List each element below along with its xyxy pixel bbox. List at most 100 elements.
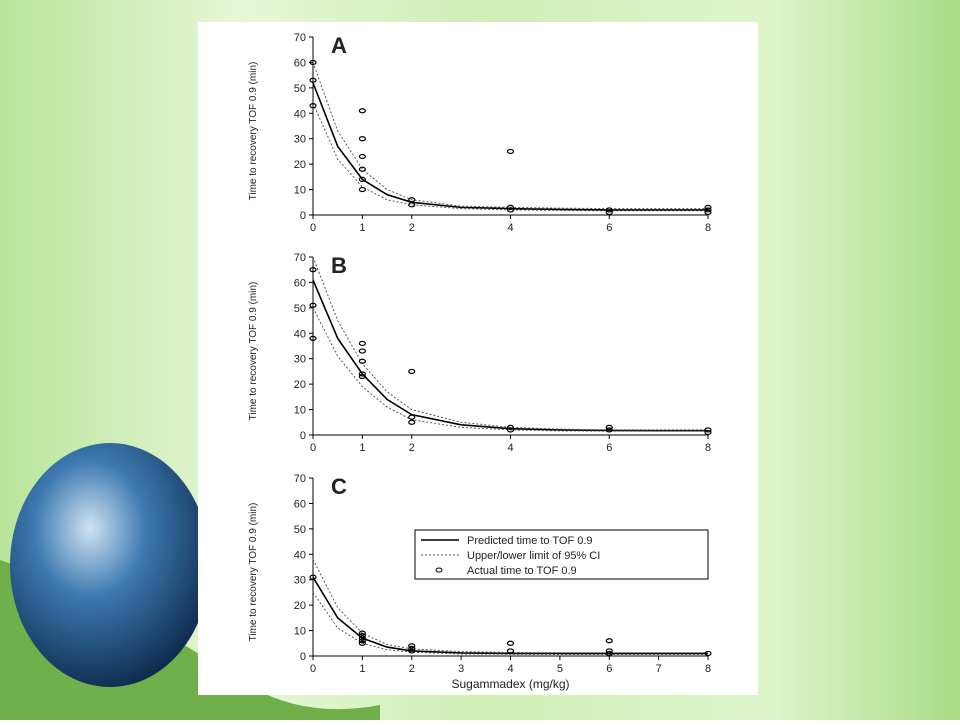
x-tick-label: 0 [310, 222, 316, 234]
y-tick-label: 60 [294, 277, 306, 289]
curve [312, 592, 708, 655]
data-point [408, 197, 416, 203]
y-tick-label: 60 [294, 57, 306, 69]
legend-marker [435, 567, 443, 573]
data-point [605, 650, 613, 657]
data-point [408, 648, 416, 654]
data-point [358, 371, 366, 377]
x-tick-label: 6 [606, 222, 612, 234]
data-point [408, 419, 416, 425]
data-point [358, 373, 366, 380]
y-tick-label: 0 [300, 430, 306, 442]
data-point [506, 148, 515, 155]
data-point [605, 424, 613, 430]
y-tick-label: 40 [294, 328, 306, 340]
data-point [506, 427, 515, 433]
y-tick-label: 20 [294, 379, 306, 391]
x-tick-label: 1 [359, 442, 365, 454]
x-tick-label: 0 [310, 442, 316, 454]
y-tick-label: 10 [294, 185, 306, 197]
legend-label: Upper/lower limit of 95% CI [467, 550, 600, 562]
data-point [358, 153, 366, 160]
y-tick-label: 10 [294, 626, 306, 638]
data-point [506, 207, 515, 213]
data-point [358, 638, 366, 644]
y-tick-label: 50 [294, 83, 306, 95]
figure-panel [198, 22, 758, 695]
data-point [605, 638, 613, 644]
x-tick-label: 6 [606, 442, 612, 454]
data-point [704, 650, 712, 657]
y-tick-label: 0 [300, 651, 306, 663]
y-axis-label: Time to recovery TOF 0.9 (min) [248, 282, 259, 421]
data-point [605, 427, 613, 433]
data-point [309, 267, 317, 273]
curve [312, 82, 708, 211]
legend-label: Predicted time to TOF 0.9 [467, 535, 593, 547]
x-tick-label: 0 [310, 663, 316, 675]
x-tick-label: 2 [409, 222, 415, 234]
y-tick-label: 20 [294, 600, 306, 612]
curve [312, 559, 708, 654]
data-point [358, 635, 366, 641]
data-point [506, 648, 515, 654]
data-point [358, 348, 366, 354]
x-tick-label: 4 [507, 663, 513, 675]
data-point [605, 207, 613, 213]
x-tick-label: 7 [656, 663, 662, 675]
y-axis-label: Time to recovery TOF 0.9 (min) [248, 503, 259, 642]
curve [312, 307, 708, 432]
y-tick-label: 70 [294, 32, 306, 44]
data-point [704, 427, 712, 433]
data-point [358, 358, 366, 364]
x-tick-label: 1 [359, 222, 365, 234]
data-point [506, 204, 515, 210]
data-point [358, 186, 366, 193]
y-tick-label: 70 [294, 252, 306, 264]
data-point [309, 335, 317, 341]
curve [312, 576, 708, 655]
x-tick-label: 5 [557, 663, 563, 675]
data-point [358, 166, 366, 172]
data-point [358, 136, 366, 142]
data-point [704, 204, 712, 210]
panel-label: B [331, 253, 347, 278]
data-point [704, 209, 712, 216]
y-tick-label: 0 [300, 210, 306, 222]
panel-label: C [331, 474, 347, 499]
data-point [408, 414, 416, 420]
data-point [408, 368, 416, 375]
data-point [358, 108, 366, 114]
curve [312, 279, 708, 432]
x-tick-label: 1 [359, 663, 365, 675]
data-point [605, 648, 613, 654]
x-tick-label: 4 [507, 442, 513, 454]
data-point [506, 640, 515, 646]
y-tick-label: 30 [294, 354, 306, 366]
y-tick-label: 60 [294, 498, 306, 510]
y-tick-label: 10 [294, 405, 306, 417]
y-tick-label: 50 [294, 303, 306, 315]
x-axis-label: Sugammadex (mg/kg) [451, 677, 569, 691]
y-tick-label: 70 [294, 473, 306, 485]
y-tick-label: 30 [294, 134, 306, 146]
data-point [358, 630, 366, 636]
data-point [408, 202, 416, 208]
data-point [506, 424, 515, 430]
data-point [309, 103, 317, 109]
data-point [358, 640, 366, 646]
x-tick-label: 8 [705, 442, 711, 454]
data-point [358, 176, 366, 182]
y-tick-label: 50 [294, 524, 306, 536]
data-point [605, 209, 613, 216]
data-point [704, 429, 712, 436]
curve [312, 256, 708, 431]
y-tick-label: 40 [294, 549, 306, 561]
data-point [309, 574, 317, 580]
x-tick-label: 6 [606, 663, 612, 675]
data-point [309, 59, 317, 66]
y-tick-label: 30 [294, 575, 306, 587]
data-point [358, 340, 366, 347]
x-tick-label: 8 [705, 663, 711, 675]
